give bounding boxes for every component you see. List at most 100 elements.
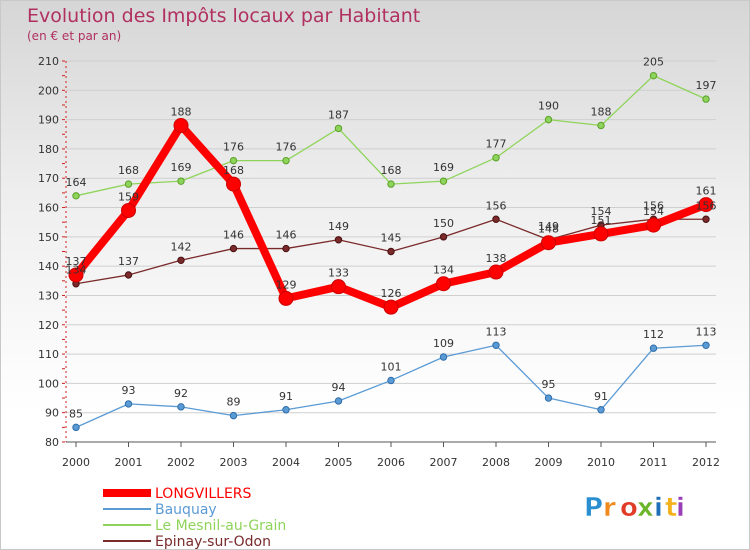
axis-layer: 8090100110120130140150160170180190200210… xyxy=(38,55,720,469)
data-label-layer: 164 168 169 176 176 187 168 169 177 190 188 205 197 1… xyxy=(66,56,717,421)
data-label: 134 xyxy=(66,264,87,277)
data-point xyxy=(702,341,710,349)
data-point xyxy=(492,154,500,162)
data-point xyxy=(124,400,133,408)
data-point xyxy=(121,202,136,218)
data-point xyxy=(331,279,346,295)
data-label: 94 xyxy=(332,381,346,394)
data-label: 176 xyxy=(223,141,244,154)
data-point xyxy=(649,344,658,352)
x-tick-label: 2005 xyxy=(325,456,353,469)
data-point xyxy=(173,117,189,133)
data-label: 113 xyxy=(486,325,507,338)
data-label: 168 xyxy=(118,164,139,177)
data-point xyxy=(229,156,238,165)
data-point xyxy=(492,341,500,349)
legend-label-1: Bauquay xyxy=(155,502,217,518)
data-point xyxy=(177,177,185,185)
data-label: 109 xyxy=(433,337,454,350)
data-label: 129 xyxy=(276,278,297,291)
data-point xyxy=(177,403,185,411)
data-point xyxy=(439,353,448,361)
y-tick-label: 140 xyxy=(38,260,59,273)
data-label: 168 xyxy=(223,164,244,177)
data-label: 169 xyxy=(433,161,454,174)
logo-letter: o xyxy=(620,493,638,523)
data-label: 89 xyxy=(227,396,241,409)
data-label: 133 xyxy=(328,267,349,280)
data-label: 145 xyxy=(381,232,402,245)
data-label: 176 xyxy=(276,141,297,154)
data-label: 142 xyxy=(171,240,192,253)
data-point xyxy=(544,394,553,402)
data-point xyxy=(488,264,504,280)
data-label: 85 xyxy=(69,407,83,420)
series-line-0 xyxy=(72,121,710,312)
data-point xyxy=(387,247,395,256)
data-point xyxy=(226,176,241,192)
data-point xyxy=(68,267,84,283)
series-line-1 xyxy=(75,344,707,428)
data-label: 161 xyxy=(696,185,717,198)
chart-subtitle: (en € et par an) xyxy=(27,29,122,43)
data-point xyxy=(597,121,605,130)
x-tick-label: 2000 xyxy=(62,456,90,469)
data-label: 137 xyxy=(118,255,139,268)
data-point xyxy=(334,124,343,133)
data-point xyxy=(282,156,290,165)
data-point xyxy=(593,226,609,242)
data-point xyxy=(334,397,343,405)
x-tick-label: 2010 xyxy=(587,456,615,469)
data-label: 101 xyxy=(381,360,402,373)
data-point xyxy=(282,406,290,414)
data-point xyxy=(698,197,714,213)
data-label: 188 xyxy=(171,105,192,118)
y-tick-label: 170 xyxy=(38,172,59,185)
data-point xyxy=(387,376,395,385)
data-point xyxy=(278,290,294,306)
data-point xyxy=(439,177,448,185)
data-point xyxy=(702,215,710,223)
data-label: 113 xyxy=(696,325,717,338)
x-tick-label: 2009 xyxy=(535,456,563,469)
x-tick-label: 2011 xyxy=(640,456,668,469)
logo-letter: r xyxy=(603,493,616,523)
data-point xyxy=(702,95,710,103)
x-tick-label: 2001 xyxy=(115,456,143,469)
y-tick-label: 80 xyxy=(45,436,59,449)
data-point xyxy=(541,235,556,251)
data-label: 154 xyxy=(643,205,664,218)
y-tick-label: 90 xyxy=(45,407,59,420)
data-label: 151 xyxy=(591,214,612,227)
y-tick-label: 110 xyxy=(38,348,59,361)
data-label: 168 xyxy=(381,164,402,177)
data-point xyxy=(177,256,185,264)
data-point xyxy=(72,423,80,432)
data-point xyxy=(229,244,238,253)
x-tick-label: 2012 xyxy=(692,456,720,469)
data-label: 93 xyxy=(122,384,136,397)
x-tick-label: 2008 xyxy=(482,456,510,469)
y-tick-label: 150 xyxy=(38,231,59,244)
data-point xyxy=(649,71,658,80)
data-point xyxy=(124,271,133,279)
series-layer xyxy=(68,71,714,432)
y-tick-label: 180 xyxy=(38,143,59,156)
data-label: 138 xyxy=(486,252,507,265)
data-label: 92 xyxy=(174,387,188,400)
chart-title: Evolution des Impôts locaux par Habitant xyxy=(27,5,421,27)
data-label: 164 xyxy=(66,176,87,189)
x-tick-label: 2006 xyxy=(377,456,405,469)
data-point xyxy=(436,276,451,292)
legend-label-2: Le Mesnil-au-Grain xyxy=(155,518,286,534)
x-tick-label: 2002 xyxy=(167,456,195,469)
logo-letter: P xyxy=(584,493,603,523)
data-point xyxy=(492,215,500,223)
y-tick-label: 190 xyxy=(38,114,59,127)
data-label: 146 xyxy=(223,229,244,242)
y-tick-label: 160 xyxy=(38,202,59,215)
data-label: 149 xyxy=(538,220,559,233)
